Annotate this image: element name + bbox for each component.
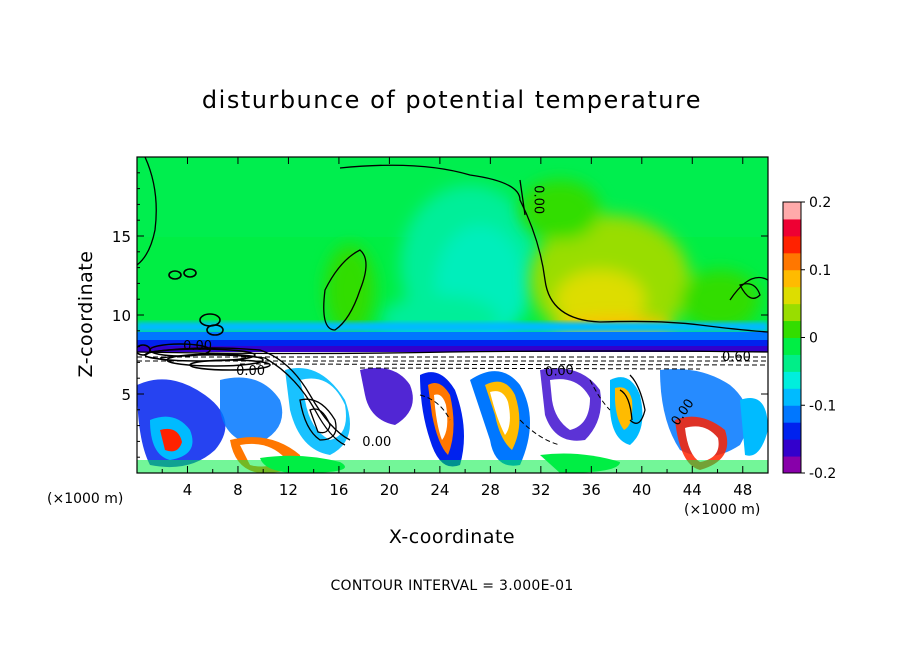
colorbar-swatch (783, 354, 801, 372)
contour-label: 0.00 (236, 364, 265, 379)
x-tick-label: 32 (531, 481, 550, 499)
colorbar-label: 0 (809, 331, 818, 347)
colorbar-swatch (783, 456, 801, 474)
colorbar-swatch (783, 218, 801, 237)
colorbar-swatch (783, 320, 801, 338)
x-axis-ticks: 4 8 12 16 20 24 28 32 36 40 44 48 (161, 157, 752, 499)
colorbar-swatch (783, 337, 801, 355)
x-tick-label: 4 (183, 481, 193, 499)
colorbar: 0.2 0.1 0 -0.1 -0.2 (782, 195, 836, 482)
y-tick-label: 10 (112, 307, 131, 325)
colorbar-label: -0.1 (809, 398, 836, 414)
x-tick-label: 28 (481, 481, 500, 499)
colorbar-swatch (783, 202, 801, 220)
x-tick-label: 48 (733, 481, 752, 499)
x-tick-label: 24 (430, 481, 449, 499)
colorbar-label: 0.2 (809, 195, 831, 211)
contour-label: 0.00 (544, 363, 574, 380)
contour-label: 0.00 (531, 185, 546, 214)
field-eddies (137, 367, 768, 473)
colorbar-swatch (783, 269, 801, 288)
colorbar-swatch (783, 286, 801, 305)
contour-label: 0.00 (362, 435, 391, 450)
colorbar-label: -0.2 (809, 466, 836, 482)
colorbar-swatch (783, 235, 801, 254)
x-axis-label: X-coordinate (388, 526, 516, 548)
x-tick-label: 16 (329, 481, 348, 499)
y-axis-ticks: 5 10 15 (112, 172, 768, 458)
y-axis-label: Z-coordinate (75, 250, 97, 378)
heatmap-field (137, 157, 768, 473)
x-tick-label: 8 (233, 481, 243, 499)
contour-label: 0.00 (183, 339, 212, 354)
chart-title: disturbunce of potential temperature (201, 86, 703, 114)
contour-lines-solid (137, 157, 768, 446)
colorbar-swatch (783, 422, 801, 440)
contour-interval-note: CONTOUR INTERVAL = 3.000E-01 (330, 578, 574, 594)
x-tick-label: 44 (683, 481, 702, 499)
colorbar-swatch (783, 303, 801, 322)
y-tick-label: 5 (121, 386, 131, 404)
colorbar-swatch (783, 371, 801, 389)
x-axis-unit-left: (×1000 m) (47, 491, 124, 507)
x-axis-unit-right: (×1000 m) (684, 502, 761, 518)
x-tick-label: 40 (632, 481, 651, 499)
y-tick-label: 15 (112, 228, 131, 246)
x-tick-label: 12 (279, 481, 298, 499)
contour-label: 0.60 (722, 350, 751, 365)
colorbar-swatch (783, 252, 801, 271)
x-tick-label: 36 (582, 481, 601, 499)
colorbar-swatch (783, 388, 801, 406)
colorbar-swatch (783, 405, 801, 423)
colorbar-label: 0.1 (809, 263, 831, 279)
contour-cluster-left (137, 268, 271, 371)
colorbar-swatch (783, 439, 801, 457)
x-tick-label: 20 (380, 481, 399, 499)
